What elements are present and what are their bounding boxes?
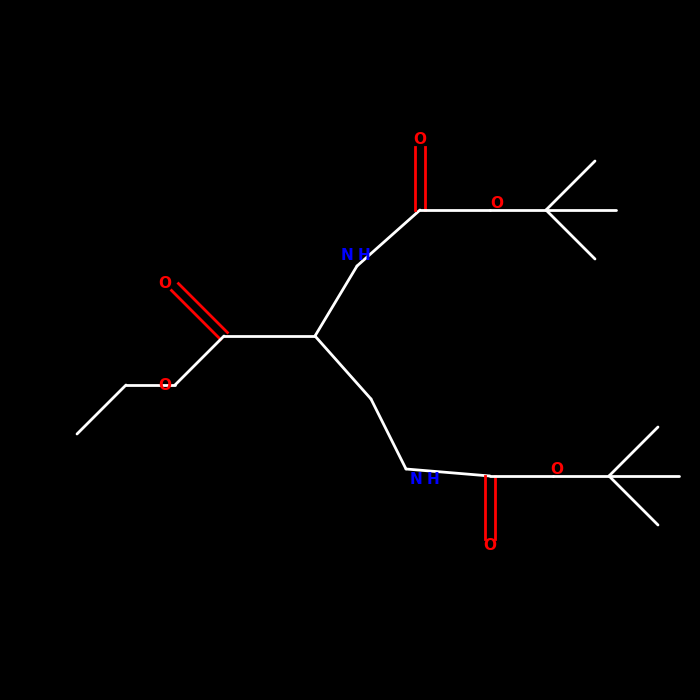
Text: O: O <box>158 276 171 291</box>
Text: O: O <box>414 132 426 148</box>
Text: H: H <box>358 248 370 263</box>
Text: H: H <box>427 472 440 487</box>
Text: O: O <box>550 461 563 477</box>
Text: N: N <box>410 472 422 487</box>
Text: O: O <box>491 195 503 211</box>
Text: N: N <box>341 248 354 263</box>
Text: O: O <box>158 377 171 393</box>
Text: O: O <box>484 538 496 554</box>
